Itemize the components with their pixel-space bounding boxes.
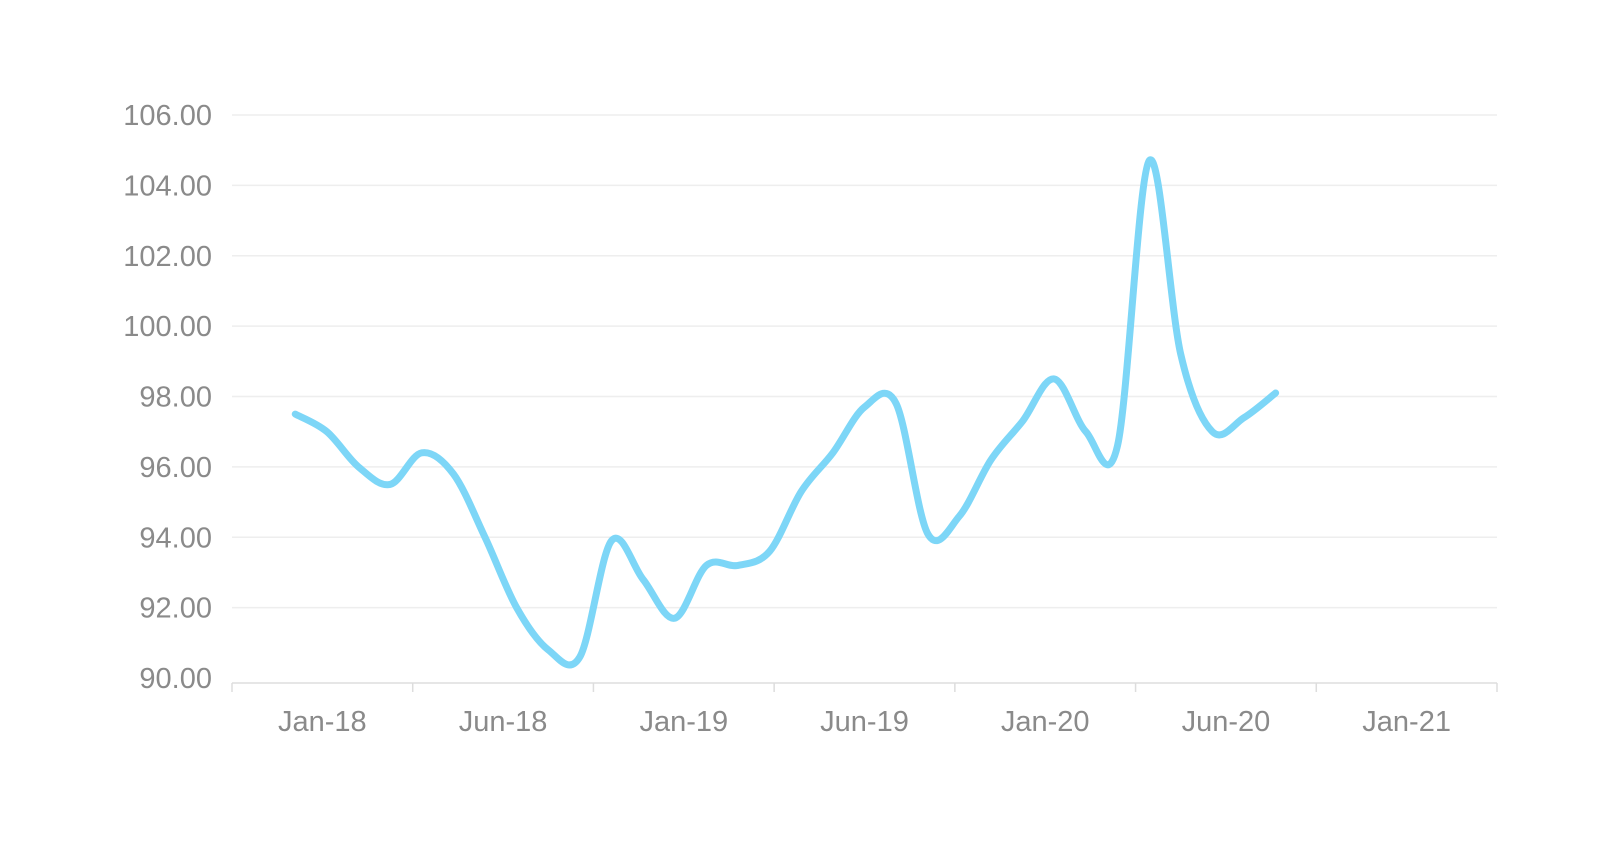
data-point	[577, 654, 583, 660]
y-tick-label: 92.00	[139, 593, 212, 625]
data-point	[324, 429, 330, 435]
x-tick-label: Jan-21	[1362, 706, 1451, 738]
x-tick-label: Jun-19	[820, 706, 909, 738]
data-point	[1146, 158, 1152, 164]
data-point	[703, 562, 709, 568]
data-point	[893, 401, 899, 407]
x-tick-label: Jun-18	[459, 706, 548, 738]
data-point	[672, 615, 678, 621]
y-tick-label: 98.00	[139, 382, 212, 414]
data-point	[830, 450, 836, 456]
data-point	[640, 576, 646, 582]
data-point	[545, 647, 551, 653]
data-point	[1209, 429, 1215, 435]
y-tick-label: 90.00	[139, 663, 212, 695]
data-point	[956, 513, 962, 519]
data-point	[1083, 429, 1089, 435]
data-point	[1051, 376, 1057, 382]
data-point	[450, 471, 456, 477]
x-axis	[231, 682, 1498, 692]
y-tick-label: 106.00	[123, 100, 212, 132]
y-tick-label: 94.00	[139, 522, 212, 554]
series-group	[291, 156, 1280, 669]
data-point	[767, 548, 773, 554]
data-point	[419, 450, 425, 456]
data-point	[735, 562, 741, 568]
data-point	[1178, 351, 1184, 357]
gridlines	[232, 114, 1497, 609]
data-point	[609, 538, 615, 544]
data-point	[1241, 415, 1247, 421]
data-point	[356, 464, 362, 470]
x-tick-label: Jun-20	[1182, 706, 1271, 738]
data-point	[292, 411, 298, 417]
data-point	[988, 457, 994, 463]
data-point	[925, 531, 931, 537]
data-point	[514, 605, 520, 611]
x-tick-label: Jan-18	[278, 706, 367, 738]
data-point	[1020, 418, 1026, 424]
y-tick-label: 104.00	[123, 170, 212, 202]
data-point	[862, 404, 868, 410]
x-tick-label: Jan-20	[1001, 706, 1090, 738]
y-tick-label: 100.00	[123, 311, 212, 343]
y-tick-label: 96.00	[139, 452, 212, 484]
data-point	[387, 481, 393, 487]
y-axis-labels: 90.00 92.00 94.00 96.00 98.00 100.00 102.00 104…	[123, 100, 212, 695]
x-tick-label: Jan-19	[639, 706, 728, 738]
data-point	[1115, 443, 1121, 449]
series-line-0	[291, 156, 1280, 669]
data-point	[1273, 390, 1279, 396]
y-tick-label: 102.00	[123, 241, 212, 273]
x-axis-labels: Jan-18 Jun-18 Jan-19 Jun-19 Jan-20 Jun-20 Jan-…	[278, 706, 1451, 738]
data-point	[798, 489, 804, 495]
data-point	[482, 534, 488, 540]
